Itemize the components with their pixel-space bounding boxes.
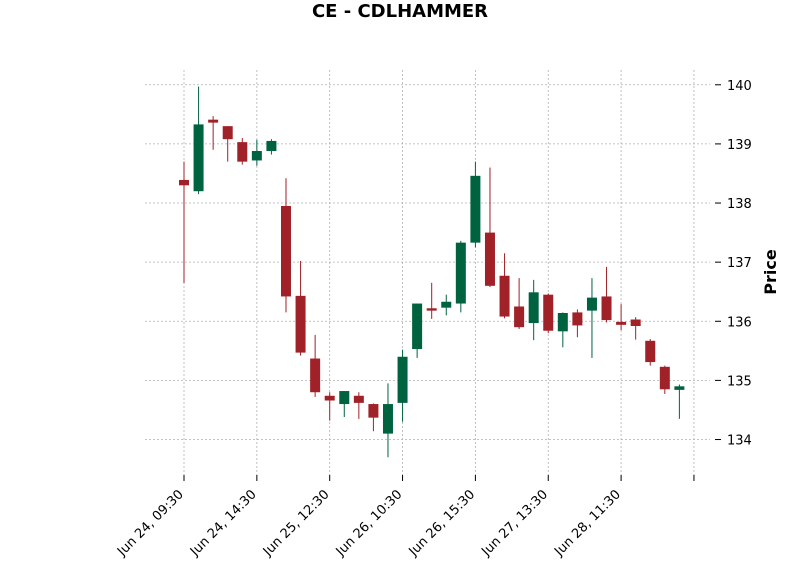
candle-body <box>339 391 350 405</box>
candle-body <box>266 140 277 151</box>
candle-body <box>441 301 452 308</box>
candle-body <box>426 308 437 311</box>
candle-up <box>455 240 466 313</box>
candle-down <box>659 365 670 394</box>
x-tick-label: Jun 24, 09:30 <box>114 487 187 560</box>
candle-body <box>382 404 393 434</box>
candle-down <box>368 403 379 432</box>
x-tick-label: Jun 26, 15:30 <box>406 487 479 560</box>
candle-body <box>484 232 495 286</box>
y-tick-label: 139 <box>727 138 752 153</box>
candle-down <box>324 392 335 421</box>
candle-down <box>630 317 641 340</box>
candle-down <box>353 392 364 419</box>
candle-down <box>572 309 583 338</box>
candle-body <box>645 340 656 363</box>
candle-body <box>659 366 670 390</box>
x-tick-label: Jun 26, 10:30 <box>333 487 406 560</box>
candle-body <box>179 179 189 186</box>
candle-up <box>382 383 393 458</box>
candle-down <box>280 178 291 313</box>
candle-down <box>295 260 306 356</box>
candle-body <box>601 296 612 321</box>
y-tick-label: 140 <box>727 79 752 94</box>
candle-up <box>441 294 452 316</box>
candle-down <box>426 282 437 319</box>
candle-layer <box>179 86 685 458</box>
candle-body <box>324 395 335 401</box>
candle-body <box>455 242 466 304</box>
candle-up <box>397 349 408 422</box>
candle-down <box>208 116 219 150</box>
candle-body <box>208 119 219 123</box>
candle-body <box>193 124 204 192</box>
candle-body <box>528 292 539 324</box>
y-tick-label: 137 <box>727 256 752 271</box>
candle-body <box>222 126 233 140</box>
candle-up <box>193 86 204 195</box>
candle-body <box>295 295 306 353</box>
candle-down <box>514 278 525 329</box>
candle-up <box>251 139 262 166</box>
candle-down <box>601 266 612 323</box>
x-tick-label: Jun 25, 12:30 <box>260 487 333 560</box>
candle-body <box>586 297 597 311</box>
candle-down <box>237 137 248 165</box>
candle-body <box>397 356 408 403</box>
candle-up <box>586 278 597 358</box>
candle-up <box>470 161 481 248</box>
candle-body <box>280 205 291 297</box>
candle-body <box>557 313 568 332</box>
y-tick-label: 134 <box>727 434 752 449</box>
x-tick-label: Jun 24, 14:30 <box>187 487 260 560</box>
candle-body <box>674 386 685 390</box>
axis-layer: 134 135 136 137 138 139 140 Jun 24, 09:30 Jun 24… <box>114 79 752 560</box>
candle-body <box>412 303 423 350</box>
candle-down <box>645 339 656 366</box>
candle-body <box>251 151 262 161</box>
candle-down <box>616 304 627 331</box>
candle-up <box>266 139 277 155</box>
candle-body <box>514 306 525 328</box>
x-tick-label: Jun 28, 11:30 <box>551 487 624 560</box>
candle-up <box>339 391 350 418</box>
candle-body <box>237 142 248 162</box>
candle-down <box>222 126 233 162</box>
candle-body <box>572 312 583 326</box>
chart-title: CE - CDLHAMMER <box>312 1 488 22</box>
y-tick-label: 135 <box>727 374 752 389</box>
y-axis-label: Price <box>761 249 780 295</box>
candle-down <box>310 334 321 397</box>
candle-body <box>499 275 510 317</box>
y-tick-label: 138 <box>727 197 752 212</box>
candle-body <box>368 404 379 418</box>
candle-up <box>557 312 568 348</box>
candle-body <box>353 395 364 403</box>
y-tick-label: 136 <box>727 315 752 330</box>
candle-down <box>543 293 554 334</box>
candle-up <box>412 303 423 358</box>
candle-body <box>543 294 554 331</box>
candle-down <box>499 253 510 319</box>
candle-body <box>470 175 481 243</box>
candle-down <box>484 167 495 287</box>
candle-body <box>616 321 627 325</box>
candle-down <box>179 161 189 283</box>
x-tick-label: Jun 27, 13:30 <box>478 487 551 560</box>
candle-body <box>630 319 641 327</box>
candle-body <box>310 358 321 393</box>
candle-up <box>528 279 539 341</box>
candle-up <box>674 384 685 419</box>
